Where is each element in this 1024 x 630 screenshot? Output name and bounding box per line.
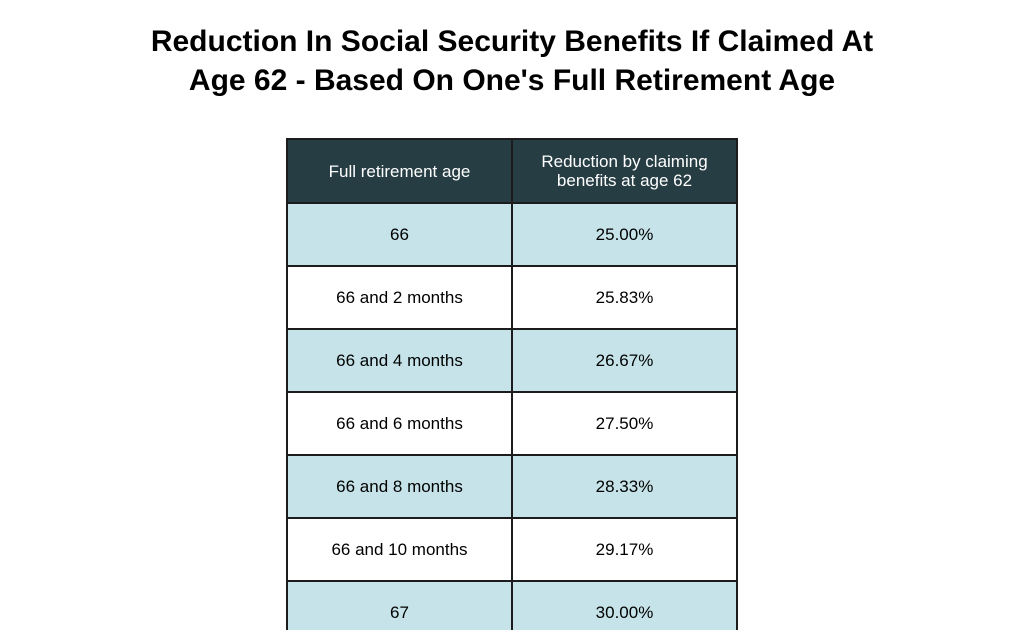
table-row: 66 25.00% (286, 202, 738, 267)
table-body: 66 25.00% 66 and 2 months 25.83% 66 and 4 mo… (286, 202, 738, 630)
cell-full-retirement-age: 66 and 2 months (286, 265, 513, 330)
cell-full-retirement-age: 67 (286, 580, 513, 630)
cell-reduction: 25.83% (511, 265, 738, 330)
table-row: 67 30.00% (286, 580, 738, 630)
table-row: 66 and 4 months 26.67% (286, 328, 738, 393)
cell-full-retirement-age: 66 (286, 202, 513, 267)
chart-title-line-1: Reduction In Social Security Benefits If… (150, 25, 874, 58)
cell-full-retirement-age: 66 and 4 months (286, 328, 513, 393)
table-row: 66 and 2 months 25.83% (286, 265, 738, 330)
cell-full-retirement-age: 66 and 10 months (286, 517, 513, 582)
table-header-row: Full retirement age Reduction by claimin… (286, 138, 738, 204)
cell-reduction: 27.50% (511, 391, 738, 456)
column-header-full-retirement-age: Full retirement age (286, 138, 513, 204)
table-row: 66 and 6 months 27.50% (286, 391, 738, 456)
cell-reduction: 26.67% (511, 328, 738, 393)
cell-reduction: 28.33% (511, 454, 738, 519)
cell-full-retirement-age: 66 and 8 months (286, 454, 513, 519)
cell-reduction: 25.00% (511, 202, 738, 267)
table-row: 66 and 8 months 28.33% (286, 454, 738, 519)
chart-title: Reduction In Social Security Benefits If… (0, 22, 1024, 100)
reduction-table: Full retirement age Reduction by claimin… (286, 138, 738, 630)
cell-reduction: 30.00% (511, 580, 738, 630)
cell-full-retirement-age: 66 and 6 months (286, 391, 513, 456)
cell-reduction: 29.17% (511, 517, 738, 582)
column-header-reduction: Reduction by claiming benefits at age 62 (511, 138, 738, 204)
chart-title-line-2: Age 62 - Based On One's Full Retirement … (188, 64, 836, 97)
table-row: 66 and 10 months 29.17% (286, 517, 738, 582)
